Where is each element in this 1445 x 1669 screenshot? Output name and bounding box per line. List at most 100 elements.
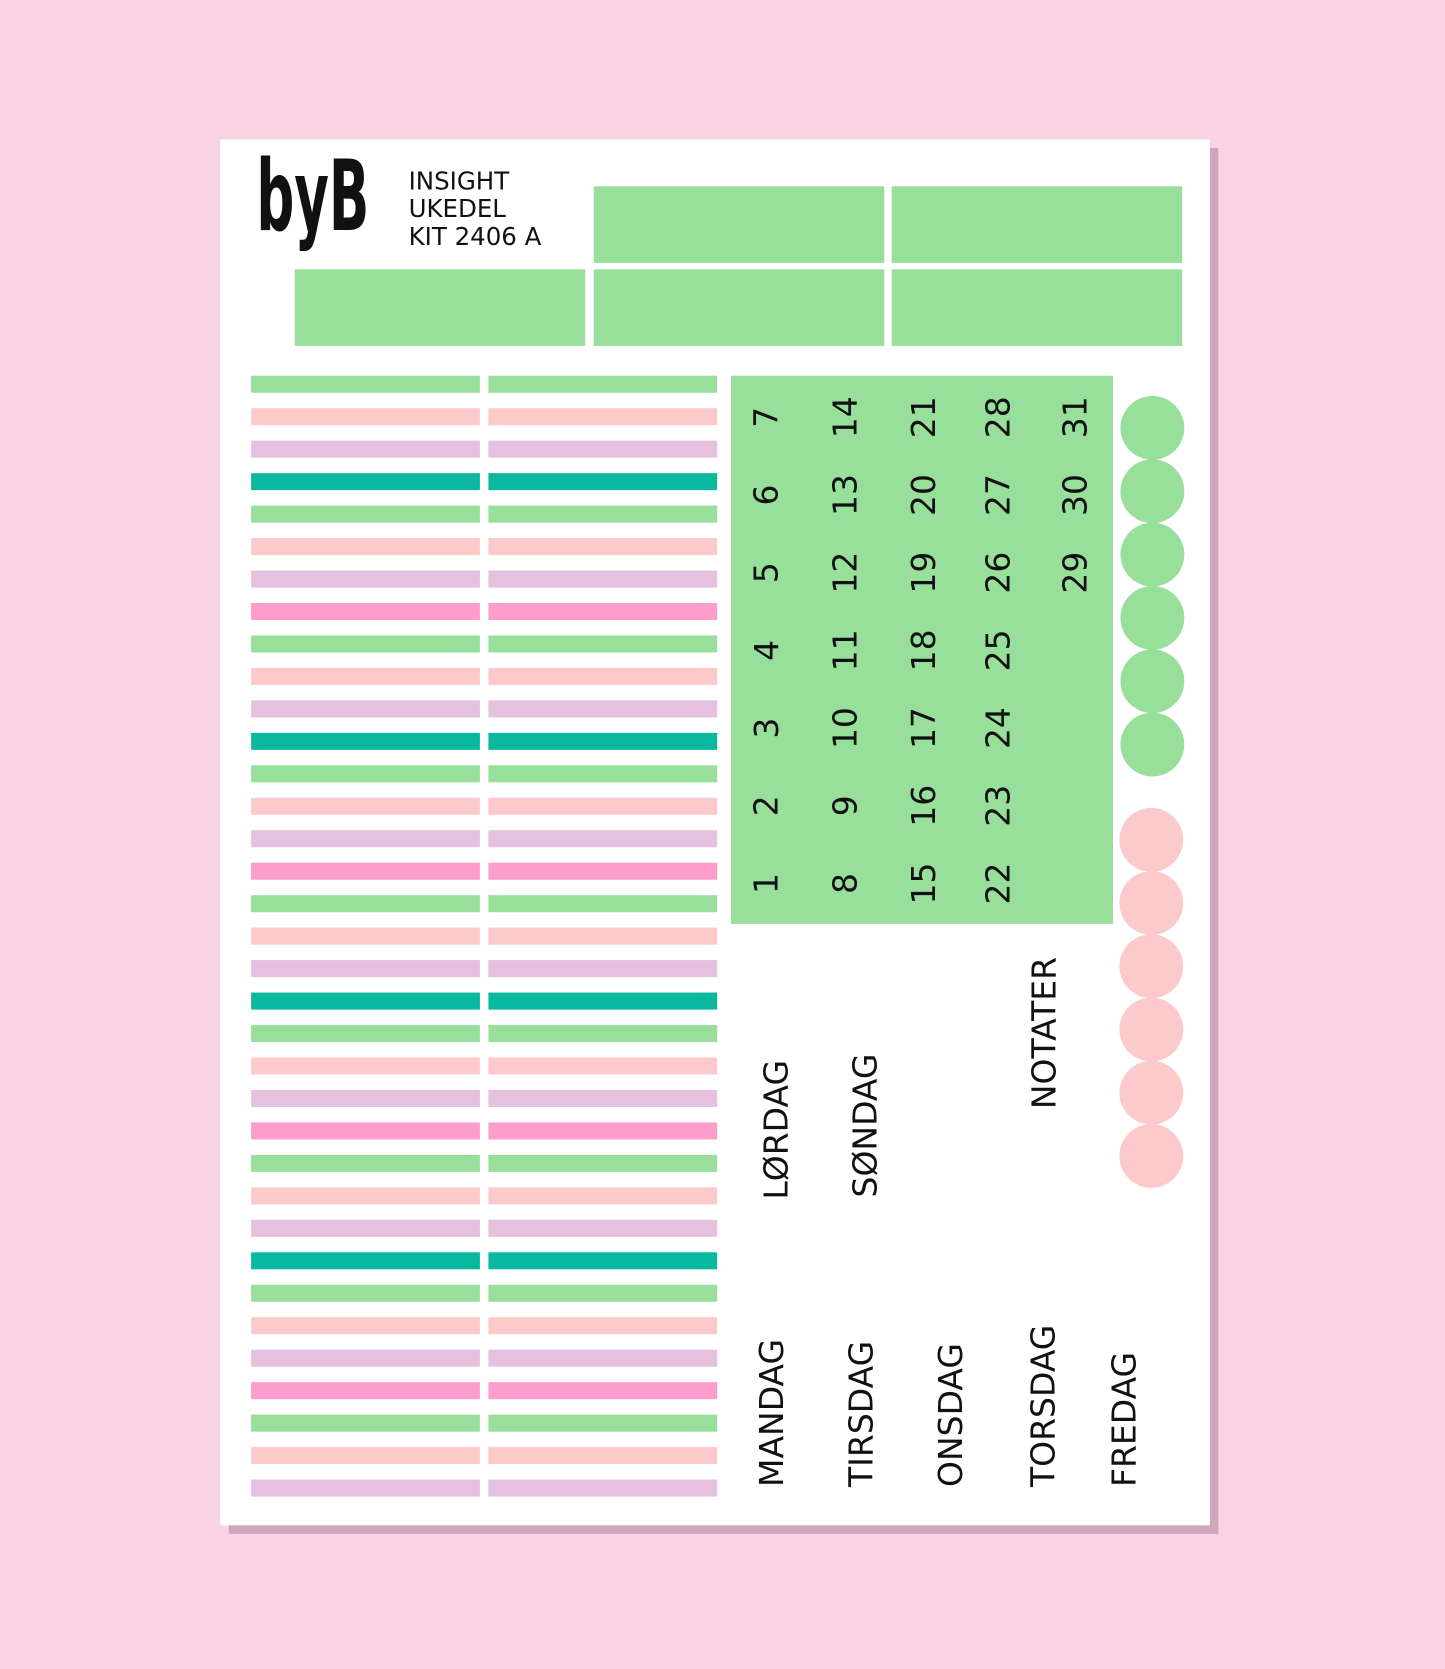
stripe-sticker [488,1219,718,1237]
stripe-sticker [251,1219,480,1237]
calendar-day: 22 [979,862,1018,904]
stripe-sticker [251,1089,480,1107]
stripe-sticker [251,862,480,880]
stripe-sticker [488,1122,718,1140]
stripe-sticker [251,927,480,945]
stripe-sticker [251,440,480,458]
stripe-sticker [488,1382,718,1400]
calendar-day: 18 [904,629,943,671]
stripe-sticker [488,862,718,880]
stripe-sticker [251,1252,480,1270]
calendar-day: 19 [904,552,943,594]
calendar-day: 16 [904,785,943,827]
stripe-sticker [488,732,718,750]
calendar-day: 7 [747,407,786,428]
stripe-sticker [251,960,480,978]
stripe-sticker [251,1479,480,1497]
stripe-sticker [251,1447,480,1465]
stripe-sticker [488,1479,718,1497]
label-box [891,186,1183,263]
stripe-sticker [488,700,718,718]
stripe-sticker [251,1057,480,1075]
day-label: TORSDAG [1023,1325,1062,1488]
stripe-sticker [488,765,718,783]
stripe-sticker [251,765,480,783]
stripe-sticker [488,538,718,556]
stripe-sticker [251,700,480,718]
calendar-day: 27 [979,474,1018,516]
stripe-sticker [251,1382,480,1400]
stripe-sticker [488,1447,718,1465]
calendar-day: 10 [825,707,864,749]
calendar-day: 26 [979,552,1018,594]
stripe-sticker [251,1414,480,1432]
calendar-day: 24 [979,707,1018,749]
stripe-sticker [251,732,480,750]
calendar-day: 25 [979,629,1018,671]
stripe-sticker [251,1187,480,1205]
stripe-sticker [488,375,718,393]
stripe-sticker [251,797,480,815]
stripe-sticker [488,667,718,685]
stripe-sticker [488,570,718,588]
stripe-sticker [251,1317,480,1335]
stripe-sticker [488,1284,718,1302]
stripe-sticker [251,635,480,653]
calendar-box [731,375,1114,924]
stripe-sticker [488,1154,718,1172]
dot-sticker [1119,997,1184,1062]
stripe-sticker [488,830,718,848]
stripe-sticker [251,602,480,621]
stripe-sticker [251,1154,480,1172]
stripe-sticker [488,927,718,945]
stripe-sticker [488,1349,718,1367]
label-box [294,269,586,346]
calendar-day: 31 [1055,396,1094,438]
dot-sticker [1120,585,1185,650]
day-label: ONSDAG [931,1343,970,1487]
dot-sticker [1119,807,1184,872]
stripe-sticker [488,1089,718,1107]
dot-sticker [1119,1060,1184,1125]
header-line: KIT 2406 A [409,222,542,251]
calendar-day: 9 [825,795,864,816]
stripe-sticker [488,960,718,978]
header-line: UKEDEL [409,194,507,223]
stripe-sticker [488,440,718,458]
header-line: INSIGHT [409,166,511,195]
stripe-sticker [488,1187,718,1205]
stripe-sticker [488,1252,718,1270]
stripe-sticker [488,1025,718,1043]
stripe-sticker [488,635,718,653]
stripe-sticker [488,895,718,913]
stripe-sticker [488,797,718,815]
calendar-day: 8 [825,873,864,894]
stripe-sticker [488,602,718,621]
stripe-sticker [251,667,480,685]
calendar-day: 4 [747,640,786,661]
calendar-day: 1 [747,873,786,894]
stripe-sticker [251,1349,480,1367]
stripe-sticker [251,538,480,556]
day-label: SØNDAG [846,1054,885,1198]
logo: byB [256,140,369,254]
dot-sticker [1120,522,1185,587]
stripe-sticker [251,895,480,913]
calendar-day: 5 [747,562,786,583]
day-label: NOTATER [1024,957,1063,1109]
stripe-sticker [488,408,718,426]
calendar-day: 20 [904,474,943,516]
dot-sticker [1119,934,1184,999]
dot-sticker [1119,871,1184,935]
stripe-sticker [488,1317,718,1335]
calendar-day: 14 [825,396,864,438]
label-box [593,186,885,263]
dot-sticker [1120,395,1185,460]
calendar-day: 3 [747,718,786,739]
stripe-sticker [251,992,480,1010]
calendar-day: 21 [904,396,943,438]
day-label: TIRSDAG [841,1341,880,1488]
stripe-sticker [251,1284,480,1302]
